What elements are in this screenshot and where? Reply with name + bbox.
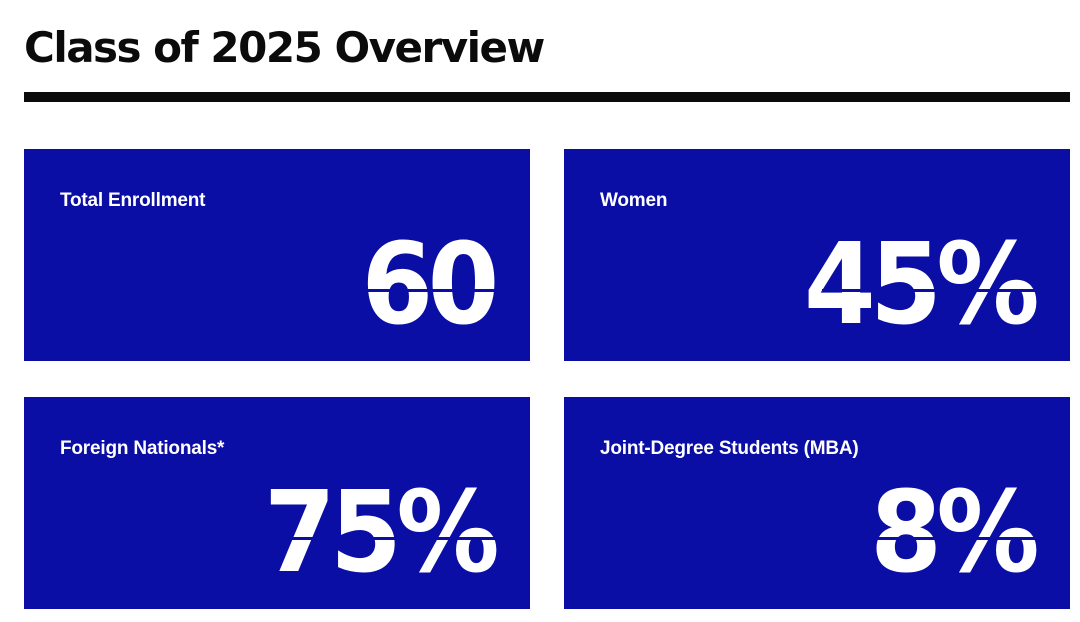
stat-value: 45%: [803, 220, 1040, 350]
stat-value: 60: [361, 220, 500, 350]
stat-card-total-enrollment: Total Enrollment 60: [24, 149, 530, 361]
stencil-cut: [282, 289, 502, 292]
title-divider: [24, 92, 1070, 102]
stat-card-women: Women 45%: [564, 149, 1070, 361]
stat-label: Joint-Degree Students (MBA): [600, 438, 859, 459]
stencil-cut: [822, 289, 1042, 292]
stencil-cut: [282, 537, 502, 540]
stencil-cut: [822, 537, 1042, 540]
stat-value: 75%: [263, 468, 500, 598]
stat-card-foreign-nationals: Foreign Nationals* 75%: [24, 397, 530, 609]
page-title: Class of 2025 Overview: [24, 23, 545, 72]
stat-label: Foreign Nationals*: [60, 438, 225, 459]
stat-value: 8%: [870, 468, 1039, 598]
stat-label: Women: [600, 190, 668, 211]
stat-label: Total Enrollment: [60, 190, 206, 211]
stat-card-joint-degree-students: Joint-Degree Students (MBA) 8%: [564, 397, 1070, 609]
